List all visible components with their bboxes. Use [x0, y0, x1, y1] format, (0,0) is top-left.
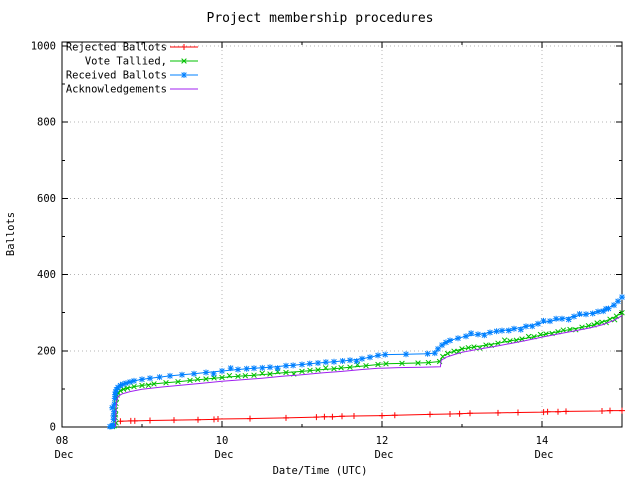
x-tick-label-day: 10 — [216, 435, 229, 447]
legend-sample-marker — [181, 44, 187, 50]
legend-sample-marker — [181, 58, 187, 64]
series-acknowledgements-line — [115, 315, 623, 428]
data-series — [107, 294, 625, 430]
legend-label: Rejected Ballots — [66, 42, 167, 54]
x-tick-label-day: 08 — [56, 435, 69, 447]
plot-border — [61, 41, 623, 428]
y-axis-label: Ballots — [5, 212, 17, 256]
series-rejected-ballots-markers — [117, 407, 625, 425]
legend-item-acknowledgements: Acknowledgements — [66, 84, 198, 96]
y-tick-label: 1000 — [31, 41, 56, 53]
grid-lines — [62, 45, 622, 427]
x-tick-label-month: Dec — [375, 449, 394, 461]
x-tick-label-month: Dec — [55, 449, 74, 461]
legend-item-rejected-ballots: Rejected Ballots — [66, 42, 198, 54]
series-vote-tallied-line — [112, 312, 623, 428]
legend-label: Vote Tallied, — [85, 56, 167, 68]
legend-sample-marker — [181, 72, 187, 78]
axes-and-ticks: 0 200 400 600 800 1000 08 Dec 10 Dec 12 Dec 14 Dec — [31, 41, 623, 461]
grid-dotted-lines — [62, 45, 622, 427]
legend-item-vote-tallied: Vote Tallied, — [85, 56, 198, 68]
y-tick-label: 800 — [37, 117, 56, 129]
legend-item-received-ballots: Received Ballots — [66, 70, 198, 82]
series-received-ballots-markers — [107, 294, 625, 430]
x-tick-label-month: Dec — [215, 449, 234, 461]
y-tick-label: 0 — [50, 422, 56, 434]
legend-label: Received Ballots — [66, 70, 167, 82]
y-tick-label: 400 — [37, 269, 56, 281]
y-tick-label: 600 — [37, 193, 56, 205]
x-axis-label: Date/Time (UTC) — [273, 465, 368, 477]
legend: Rejected Ballots Vote Tallied, Received Ba… — [66, 42, 198, 96]
x-tick-label-month: Dec — [535, 449, 554, 461]
axis-ticks — [61, 42, 622, 428]
x-tick-label-day: 12 — [376, 435, 389, 447]
legend-label: Acknowledgements — [66, 84, 167, 96]
series-received-ballots-line — [109, 296, 623, 428]
x-tick-label-day: 14 — [536, 435, 549, 447]
y-tick-label: 200 — [37, 345, 56, 357]
chart-title: Project membership procedures — [207, 11, 434, 26]
